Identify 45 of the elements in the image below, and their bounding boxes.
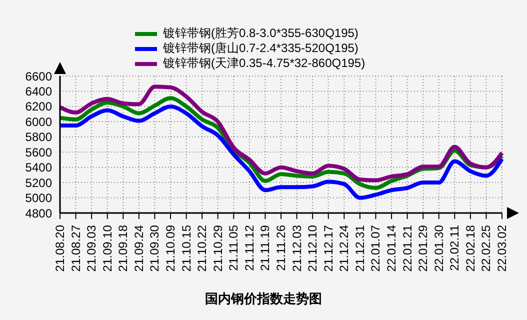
x-tick-label: 21.12.24 [337, 224, 352, 272]
line-series [58, 104, 504, 200]
y-tick-label: 5800 [25, 130, 52, 144]
x-tick-label: 21.12.03 [290, 224, 304, 272]
x-tick-label: 22.02.18 [463, 224, 478, 272]
y-tick-label: 6400 [25, 84, 52, 98]
x-tick-label: 21.09.03 [84, 224, 99, 272]
y-tick-label: 5400 [25, 160, 52, 175]
x-tick-label: 21.11.12 [242, 224, 256, 271]
y-tick-label: 4800 [25, 206, 52, 220]
x-tick-label: 22.02.25 [479, 224, 494, 272]
x-tick-label: 22.02.11 [448, 224, 462, 271]
y-tick-label: 5600 [25, 145, 52, 160]
legend-label: 镀锌带钢(胜芳0.8-3.0*355-630Q195) [163, 26, 358, 41]
x-tick-label: 21.09.18 [116, 224, 130, 272]
x-tick-label: 21.09.30 [148, 224, 162, 272]
y-tick-label: 5000 [25, 191, 52, 206]
line-series [58, 84, 504, 182]
text: 国内钢价指数走势图 [204, 290, 323, 308]
x-tick-label: 21.10.22 [195, 224, 210, 272]
x-tick-label: 22.01.30 [432, 224, 446, 272]
y-tick-label: 6600 [25, 69, 52, 84]
x-tick-label: 21.11.26 [274, 224, 288, 271]
y-tick-label: 5200 [25, 176, 52, 190]
x-tick-label: 21.10.09 [164, 224, 178, 272]
y-tick-label: 6200 [25, 100, 52, 114]
x-tick-label: 22.01.21 [400, 224, 414, 272]
x-tick-label: 21.10.15 [179, 224, 194, 272]
x-tick-label: 21.12.10 [306, 224, 320, 272]
legend-label: 镀锌带钢(天津0.35-4.75*32-860Q195) [163, 56, 366, 71]
x-tick-label: 22.01.29 [416, 224, 430, 272]
x-tick-label: 21.12.17 [321, 224, 336, 272]
x-tick-label: 22.01.14 [384, 224, 398, 272]
x-tick-label: 21.09.24 [132, 224, 146, 272]
x-tick-label: 22.01.07 [368, 224, 383, 272]
x-tick-label: 21.12.31 [352, 224, 367, 272]
legend-label: 镀锌带钢(唐山0.7-2.4*335-520Q195) [163, 41, 358, 56]
x-tick-label: 21.08.27 [68, 224, 83, 272]
x-tick-label: 21.10.29 [210, 224, 225, 272]
x-tick-label: 22.03.02 [495, 224, 509, 272]
y-tick-label: 6000 [25, 114, 52, 129]
x-tick-label: 21.11.05 [226, 224, 241, 271]
x-tick-label: 21.11.19 [258, 224, 272, 271]
x-tick-label: 21.09.10 [100, 224, 114, 272]
x-tick-label: 21.08.20 [53, 224, 67, 272]
